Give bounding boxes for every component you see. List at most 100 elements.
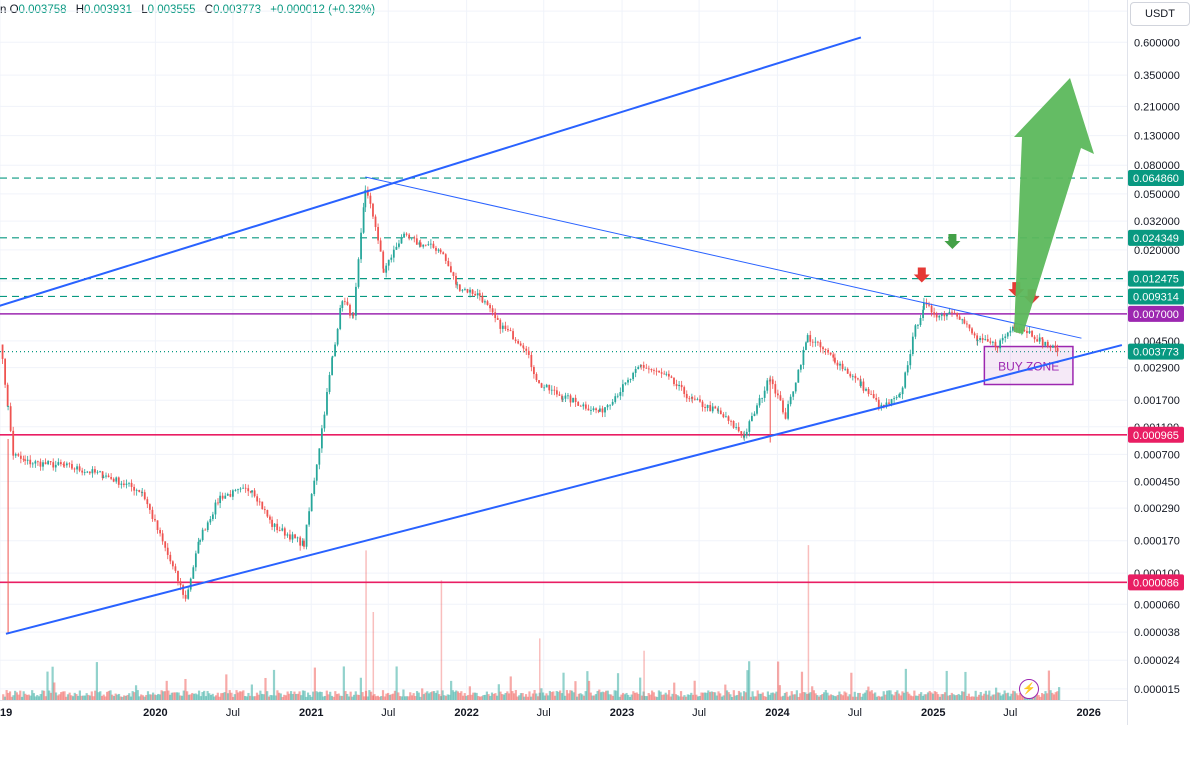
volume-bar: [931, 693, 935, 700]
volume-bar: [805, 693, 809, 700]
volume-bar: [387, 692, 390, 700]
volume-bar: [94, 690, 97, 700]
candle-body: [299, 537, 302, 546]
candle-body: [956, 312, 959, 317]
candle-body: [811, 341, 814, 343]
volume-bar: [206, 690, 209, 700]
volume-bar: [949, 695, 952, 700]
volume-bar: [189, 694, 192, 700]
volume-bar: [809, 692, 812, 700]
volume-bar: [460, 691, 463, 700]
volume-bar: [492, 693, 495, 700]
lightning-icon[interactable]: ⚡: [1019, 679, 1039, 699]
candle-body: [101, 471, 104, 478]
volume-bar: [593, 695, 596, 700]
volume-bar: [502, 694, 506, 700]
volume-bar: [140, 694, 143, 700]
volume-bar: [63, 691, 66, 700]
candle-body: [1006, 332, 1009, 337]
volume-bar: [894, 691, 897, 700]
candle-body: [120, 483, 123, 485]
volume-bar: [463, 693, 466, 700]
volume-bar: [768, 694, 771, 700]
candle-body: [994, 341, 997, 348]
candle-body: [249, 491, 252, 493]
volume-bar: [470, 694, 473, 700]
candle-body: [491, 308, 494, 313]
volume-bar: [920, 692, 923, 700]
volume-bar: [587, 680, 591, 700]
volume-bar: [976, 696, 979, 700]
volume-bar: [274, 695, 277, 700]
volume-bar: [247, 692, 250, 700]
candle-body: [154, 518, 156, 521]
volume-bar: [863, 692, 867, 700]
candle-body: [701, 401, 704, 408]
volume-bar: [349, 691, 352, 700]
volume-bar: [427, 693, 431, 700]
candle-body: [792, 391, 795, 397]
candle-body: [981, 337, 984, 340]
volume-bar: [543, 695, 546, 700]
volume-bar: [746, 670, 749, 700]
candle-body: [917, 324, 919, 326]
volume-bar: [971, 696, 974, 700]
volume-bar: [306, 692, 310, 700]
candle-body: [341, 301, 344, 309]
low-value: 0.003555: [147, 4, 196, 16]
candle-body: [455, 276, 457, 285]
volume-bar: [499, 691, 502, 700]
volume-bar: [887, 690, 890, 700]
candle-body: [946, 313, 948, 317]
volume-bar: [330, 695, 334, 700]
volume-bar: [591, 695, 594, 700]
volume-bar: [899, 695, 902, 700]
volume-bar: [972, 696, 976, 700]
volume-bar: [32, 693, 35, 700]
volume-bar: [572, 692, 575, 700]
candle-body: [315, 464, 318, 481]
volume-bar: [266, 691, 269, 700]
volume-bar: [34, 696, 37, 700]
volume-bar: [567, 693, 570, 700]
volume-bar: [625, 692, 628, 700]
volume-bar: [928, 690, 931, 700]
volume-bar: [535, 693, 538, 700]
volume-bar: [731, 696, 734, 700]
candle-body: [1001, 337, 1004, 341]
volume-bar: [552, 691, 555, 700]
candle-body: [456, 284, 459, 286]
candle-body: [256, 496, 259, 502]
currency-button[interactable]: USDT: [1130, 2, 1190, 26]
volume-bar: [380, 696, 383, 700]
candle-body: [343, 301, 346, 303]
candle-body: [458, 284, 461, 291]
volume-bar: [24, 693, 27, 700]
price-tick-label: 0.350000: [1134, 70, 1180, 82]
candle-body: [405, 233, 408, 235]
candle-body: [68, 463, 71, 465]
volume-bar: [1054, 692, 1057, 700]
candle-body: [1038, 337, 1041, 342]
candle-body: [499, 319, 502, 329]
candle-body: [1041, 337, 1044, 340]
volume-bar: [444, 695, 448, 700]
volume-bar: [974, 690, 977, 700]
volume-bar: [645, 696, 649, 700]
candle-body: [973, 333, 976, 336]
volume-bar: [467, 695, 470, 700]
volume-bar: [623, 694, 626, 700]
volume-bar: [41, 690, 44, 700]
candle-body: [229, 494, 232, 497]
volume-bar: [296, 693, 299, 700]
candle-body: [47, 461, 50, 465]
candle-body: [865, 388, 867, 391]
volume-bar: [831, 695, 834, 700]
volume-bar: [633, 692, 637, 700]
price-tick-label: 0.000060: [1134, 599, 1180, 611]
candle-body: [390, 257, 393, 260]
high-value: 0.003931: [84, 4, 132, 16]
volume-bar: [828, 695, 831, 700]
candle-body: [919, 317, 922, 325]
